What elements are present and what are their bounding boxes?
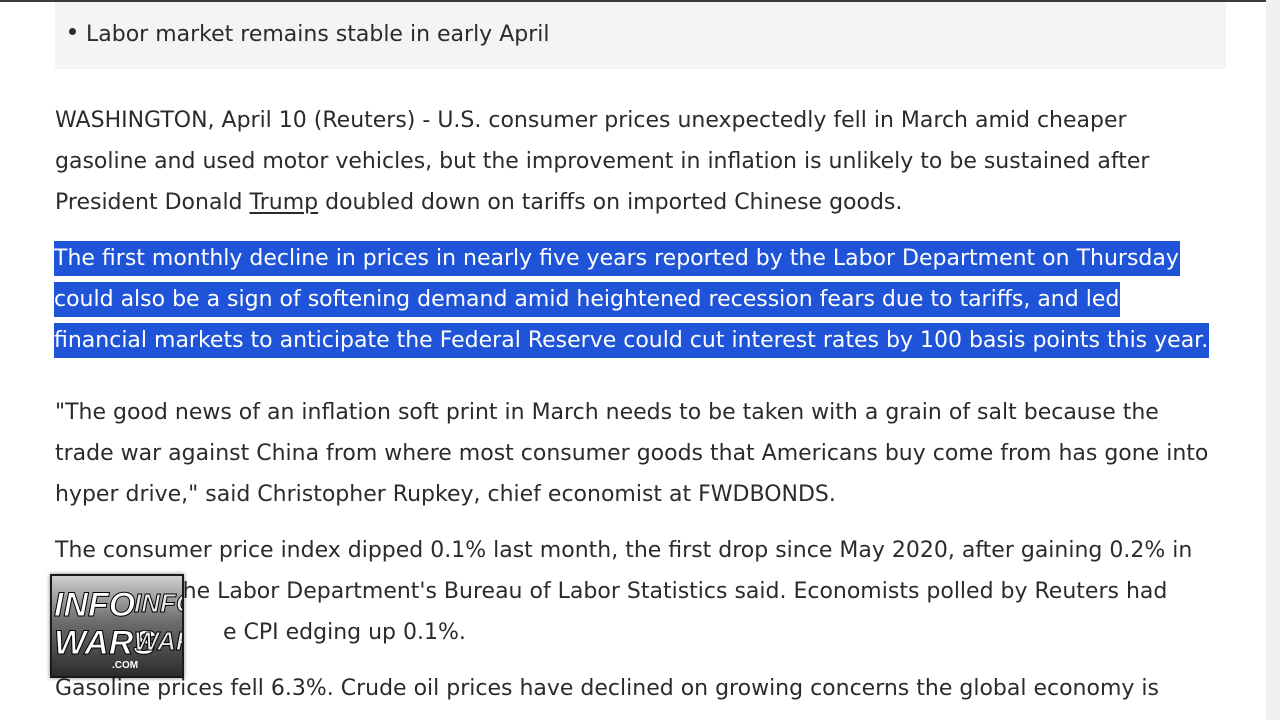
paragraph-line: The first monthly decline in prices in n… xyxy=(54,238,1209,279)
paragraph-line: the Labor Department's Bureau of Labor S… xyxy=(174,579,1168,604)
paragraph-line: e CPI edging up 0.1%. xyxy=(223,620,466,645)
infowars-watermark-logo: INFO INFO WARS WARS .COM xyxy=(50,574,184,678)
summary-item: Labor market remains stable in early Apr… xyxy=(69,22,549,48)
logo-text: WARS xyxy=(134,626,182,656)
article-paragraph: The consumer price index dipped 0.1% las… xyxy=(55,530,1192,653)
selected-text[interactable]: financial markets to anticipate the Fede… xyxy=(54,323,1210,358)
paragraph-line: WASHINGTON, April 10 (Reuters) - U.S. co… xyxy=(55,108,1127,133)
paragraph-line: The consumer price index dipped 0.1% las… xyxy=(55,538,1193,563)
scrollbar[interactable] xyxy=(1266,0,1280,720)
summary-box: Labor market remains stable in early Apr… xyxy=(55,2,1226,69)
paragraph-line: "The good news of an inflation soft prin… xyxy=(55,400,1159,425)
logo-text: INFO xyxy=(54,586,135,624)
text-segment: doubled down on tariffs on imported Chin… xyxy=(318,190,903,215)
logo-text: .COM xyxy=(112,660,138,671)
article-paragraph: WASHINGTON, April 10 (Reuters) - U.S. co… xyxy=(55,100,1149,223)
bullet-icon xyxy=(69,27,76,35)
selected-text[interactable]: The first monthly decline in prices in n… xyxy=(54,241,1180,276)
selected-text[interactable]: could also be a sign of softening demand… xyxy=(54,282,1121,317)
paragraph-line: President Donald Trump doubled down on t… xyxy=(55,182,1149,223)
paragraph-line: could also be a sign of softening demand… xyxy=(54,279,1209,320)
trump-link[interactable]: Trump xyxy=(249,190,319,215)
summary-item-text: Labor market remains stable in early Apr… xyxy=(86,22,550,47)
article-paragraph-selected[interactable]: The first monthly decline in prices in n… xyxy=(54,238,1210,361)
paragraph-line: gasoline and used motor vehicles, but th… xyxy=(55,149,1150,174)
article-paragraph: Gasoline prices fell 6.3%. Crude oil pri… xyxy=(55,668,1159,709)
paragraph-line: hyper drive," said Christopher Rupkey, c… xyxy=(55,482,836,507)
paragraph-line: Gasoline prices fell 6.3%. Crude oil pri… xyxy=(55,676,1159,701)
paragraph-line: trade war against China from where most … xyxy=(55,441,1209,466)
logo-graphic: INFO INFO WARS WARS .COM xyxy=(54,586,183,672)
logo-text: WARS xyxy=(54,624,156,662)
window-top-border xyxy=(0,0,1280,2)
text-segment: President Donald xyxy=(55,190,250,215)
paragraph-line: financial markets to anticipate the Fede… xyxy=(54,320,1210,361)
article-paragraph: "The good news of an inflation soft prin… xyxy=(55,392,1208,515)
logo-text: INFO xyxy=(134,588,182,618)
